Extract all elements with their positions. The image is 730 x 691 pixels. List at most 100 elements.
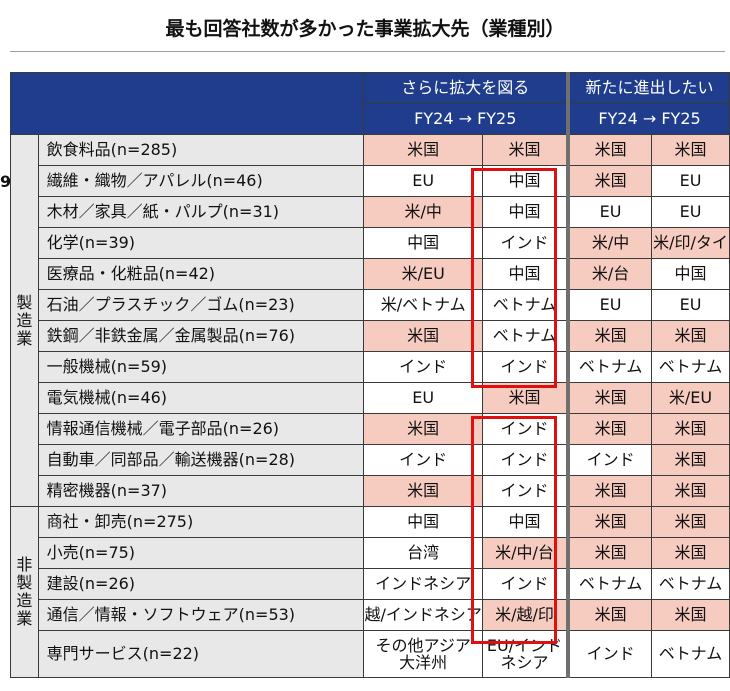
cell-enter-fy25: 米国 [651,599,730,631]
industry-table: さらに拡大を図る 新たに進出したい FY24 → FY25 FY24 → FY2… [9,72,730,678]
cell-enter-fy24: インド [567,444,653,476]
cell-line: その他アジア [375,636,471,655]
cell-expand-fy24: 米/ベトナム [363,289,483,321]
cell-enter-fy25: 中国 [651,258,730,290]
cell-enter-fy25: EU [651,165,730,197]
cell-expand-fy25: ベトナム [481,320,571,352]
group-label-manufacturing: 製 造 業 [10,134,39,507]
cell-enter-fy25: EU [651,196,730,228]
side-marker: 9 [0,172,12,191]
table-row: 鉄鋼／非鉄金属／金属製品(n=76) 米国 ベトナム 米国 米国 [11,320,730,352]
cell-enter-fy25: EU [651,289,730,321]
cell-expand-fy25: インド [481,351,571,383]
industry-label: 通信／情報・ソフトウェア(n=53) [37,599,365,631]
cell-enter-fy25: 米国 [651,413,730,445]
cell-expand-fy25: 中国 [481,506,571,538]
industry-label: 医療品・化粧品(n=42) [37,258,365,290]
cell-expand-fy25: 中国 [481,196,571,228]
cell-enter-fy25: 米国 [651,537,730,569]
cell-expand-fy25: 米/越/印 [481,599,571,631]
cell-enter-fy24: ベトナム [567,568,653,600]
cell-enter-fy25: ベトナム [651,351,730,383]
industry-label: 飲食料品(n=285) [37,134,365,166]
cell-line: EU/インド [486,636,563,655]
cell-expand-fy24: 台湾 [363,537,483,569]
cell-expand-fy25: 米国 [481,382,571,414]
cell-expand-fy24: 米国 [363,413,483,445]
cell-enter-fy24: 米国 [567,165,653,197]
table-row: 電気機械(n=46) EU 米国 米国 米/EU [11,382,730,414]
industry-label: 電気機械(n=46) [37,382,365,414]
table-row: 精密機器(n=37) 米国 インド 米国 米国 [11,475,730,507]
cell-enter-fy24: 米/中 [567,227,653,259]
cell-expand-fy24: 米国 [363,475,483,507]
industry-label: 小売(n=75) [37,537,365,569]
cell-expand-fy24: 米/中 [363,196,483,228]
cell-enter-fy25: 米国 [651,444,730,476]
cell-expand-fy25: インド [481,475,571,507]
table-row: 情報通信機械／電子部品(n=26) 米国 インド 米国 米国 [11,413,730,445]
cell-enter-fy24: 米国 [567,134,653,166]
title-divider [10,51,725,52]
cell-expand-fy24: インドネシア [363,568,483,600]
table-row: 繊維・織物／アパレル(n=46) EU 中国 米国 EU [11,165,730,197]
cell-enter-fy25: 米/印/タイ [651,227,730,259]
cell-enter-fy25: 米/EU [651,382,730,414]
table-row: 医療品・化粧品(n=42) 米/EU 中国 米/台 中国 [11,258,730,290]
cell-expand-fy25: 米国 [481,134,571,166]
cell-enter-fy24: EU [567,289,653,321]
cell-enter-fy25: 米国 [651,506,730,538]
table-row: 化学(n=39) 中国 インド 米/中 米/印/タイ [11,227,730,259]
header-expand-period: FY24 → FY25 [363,103,571,135]
cell-enter-fy25: 米国 [651,475,730,507]
cell-enter-fy24: 米国 [567,506,653,538]
cell-expand-fy24: 中国 [363,506,483,538]
table-row: 製 造 業 飲食料品(n=285) 米国 米国 米国 米国 [10,134,730,507]
industry-label: 鉄鋼／非鉄金属／金属製品(n=76) [37,320,365,352]
industry-label: 専門サービス(n=22) [37,630,365,678]
cell-enter-fy24: 米国 [567,382,653,414]
industry-label: 情報通信機械／電子部品(n=26) [37,413,365,445]
cell-enter-fy25: ベトナム [651,568,730,600]
industry-label: 石油／プラスチック／ゴム(n=23) [37,289,365,321]
cell-enter-fy24: 米国 [567,320,653,352]
table-row: 非 製 造 業 商社・卸売(n=275) 中国 中国 米国 米国 [10,506,730,678]
cell-expand-fy25: 中国 [481,258,571,290]
cell-enter-fy25: 米国 [651,134,730,166]
header-expand: さらに拡大を図る [363,72,571,104]
cell-expand-fy24: 米国 [363,134,483,166]
cell-expand-fy24: インド [363,444,483,476]
header-corner [9,72,365,135]
header-enter: 新たに進出したい [567,72,730,104]
table-row: 小売(n=75) 台湾 米/中/台 米国 米国 [11,537,730,569]
cell-enter-fy24: インド [567,630,653,678]
table-row: 専門サービス(n=22) その他アジア 大洋州 EU/インド ネシア インド ベ… [11,630,730,678]
page-title: 最も回答社数が多かった事業拡大先（業種別） [165,18,565,40]
industry-label: 精密機器(n=37) [37,475,365,507]
cell-enter-fy24: EU [567,196,653,228]
cell-expand-fy24: 中国 [363,227,483,259]
industry-label: 一般機械(n=59) [37,351,365,383]
cell-line: ネシア [500,653,549,672]
cell-expand-fy25: ベトナム [481,289,571,321]
cell-expand-fy24: インド [363,351,483,383]
cell-expand-fy24: EU [363,165,483,197]
header-enter-period: FY24 → FY25 [567,103,730,135]
cell-expand-fy25: 米/中/台 [481,537,571,569]
cell-expand-fy25: インド [481,444,571,476]
table-row: 通信／情報・ソフトウェア(n=53) 越/インドネシア 米/越/印 米国 米国 [11,599,730,631]
cell-line: 大洋州 [399,653,448,672]
cell-expand-fy25: EU/インド ネシア [481,630,571,678]
cell-expand-fy24: 米/EU [363,258,483,290]
cell-expand-fy25: インド [481,227,571,259]
table-row: 建設(n=26) インドネシア インド ベトナム ベトナム [11,568,730,600]
cell-enter-fy24: 米国 [567,599,653,631]
group-label-non-manufacturing: 非 製 造 業 [10,506,39,678]
cell-enter-fy24: ベトナム [567,351,653,383]
industry-label: 商社・卸売(n=275) [37,506,365,538]
cell-enter-fy25: 米国 [651,320,730,352]
cell-expand-fy25: インド [481,568,571,600]
cell-expand-fy24: 越/インドネシア [363,599,483,631]
industry-label: 木材／家具／紙・パルプ(n=31) [37,196,365,228]
table-row: 石油／プラスチック／ゴム(n=23) 米/ベトナム ベトナム EU EU [11,289,730,321]
